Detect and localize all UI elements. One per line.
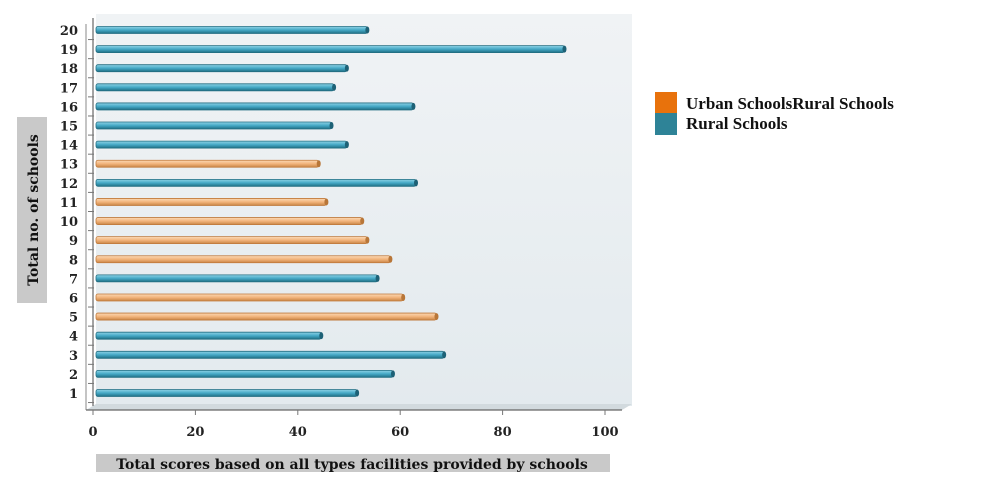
y-tick-label-12: 12	[60, 177, 78, 192]
bar-school-16	[95, 102, 414, 111]
y-tick-label-17: 17	[60, 81, 78, 96]
y-tick-label-9: 9	[69, 234, 78, 249]
bar-cap-school-18	[344, 64, 349, 72]
bar-cap-school-3	[442, 351, 447, 359]
bar-cap-school-6	[401, 293, 406, 301]
plot-floor	[86, 404, 632, 410]
x-tick-label-40: 40	[289, 425, 307, 440]
bar-cap-school-8	[388, 255, 393, 263]
legend-swatch-urban	[655, 92, 677, 114]
y-tick-label-19: 19	[60, 43, 78, 58]
bar-cap-school-2	[390, 370, 395, 378]
y-tick-label-18: 18	[60, 62, 78, 77]
bar-school-8	[95, 255, 391, 264]
y-tick-label-4: 4	[69, 330, 78, 345]
y-tick-label-6: 6	[69, 291, 78, 306]
bar-school-18	[95, 64, 348, 73]
bar-school-2	[95, 369, 394, 378]
bar-school-5	[95, 312, 437, 321]
bar-school-19	[95, 45, 565, 54]
x-tick-labels: 0 20 40 60 80 100	[88, 410, 619, 440]
y-tick-label-13: 13	[60, 158, 78, 173]
bars-layer	[95, 26, 567, 397]
bar-school-10	[95, 217, 363, 225]
bar-school-20	[95, 26, 368, 34]
bar-school-7	[95, 274, 379, 283]
y-tick-label-5: 5	[69, 311, 78, 326]
legend-label-rural: Rural Schools	[686, 114, 788, 133]
y-tick-label-16: 16	[60, 100, 78, 115]
y-tick-label-3: 3	[69, 349, 78, 364]
legend-swatch-rural	[655, 113, 677, 135]
bar-cap-school-12	[414, 179, 418, 187]
bar-school-11	[95, 198, 327, 206]
x-tick-label-20: 20	[186, 425, 204, 440]
y-tick-label-11: 11	[60, 196, 78, 211]
bar-school-9	[95, 236, 368, 245]
y-tick-label-1: 1	[69, 387, 78, 402]
bar-school-14	[95, 140, 348, 149]
bar-school-13	[95, 159, 320, 168]
legend-label-urban: Urban SchoolsRural Schools	[686, 94, 894, 113]
bar-school-17	[95, 83, 335, 92]
bar-school-12	[95, 178, 417, 187]
y-tick-label-14: 14	[60, 139, 78, 154]
bar-cap-school-9	[365, 236, 370, 244]
bar-cap-school-5	[434, 313, 439, 321]
bar-cap-school-20	[365, 26, 370, 34]
x-tick-label-60: 60	[391, 425, 409, 440]
bar-school-15	[95, 121, 332, 130]
x-tick-label-0: 0	[88, 425, 97, 440]
bar-cap-school-15	[329, 122, 334, 130]
x-tick-label-100: 100	[591, 425, 618, 440]
bar-cap-school-19	[562, 45, 567, 53]
y-tick-label-10: 10	[60, 215, 78, 230]
bar-cap-school-7	[375, 274, 380, 282]
bar-cap-school-1	[355, 389, 360, 397]
bar-cap-school-13	[316, 160, 321, 168]
y-axis-title-background	[17, 117, 47, 303]
bar-cap-school-16	[411, 102, 416, 110]
bar-school-4	[95, 331, 322, 340]
y-tick-label-7: 7	[69, 272, 78, 287]
legend: Urban SchoolsRural Schools Rural Schools	[655, 92, 894, 135]
bar-cap-school-17	[332, 83, 337, 91]
y-axis-title: Total no. of schools	[26, 134, 42, 286]
bar-cap-school-10	[360, 217, 365, 225]
bar-cap-school-14	[344, 141, 349, 149]
y-tick-label-2: 2	[69, 368, 78, 383]
bar-school-3	[95, 350, 445, 359]
y-tick-label-15: 15	[60, 120, 78, 135]
y-tick-label-20: 20	[60, 24, 78, 39]
bar-school-1	[95, 389, 358, 397]
bar-cap-school-4	[319, 332, 324, 340]
y-tick-label-8: 8	[69, 253, 78, 268]
x-axis-title: Total scores based on all types faciliti…	[116, 457, 588, 472]
x-tick-label-80: 80	[494, 425, 512, 440]
x-axis-title-background	[96, 454, 610, 474]
bar-school-6	[95, 293, 404, 302]
plot-area	[96, 14, 632, 406]
bar-cap-school-11	[324, 198, 329, 206]
